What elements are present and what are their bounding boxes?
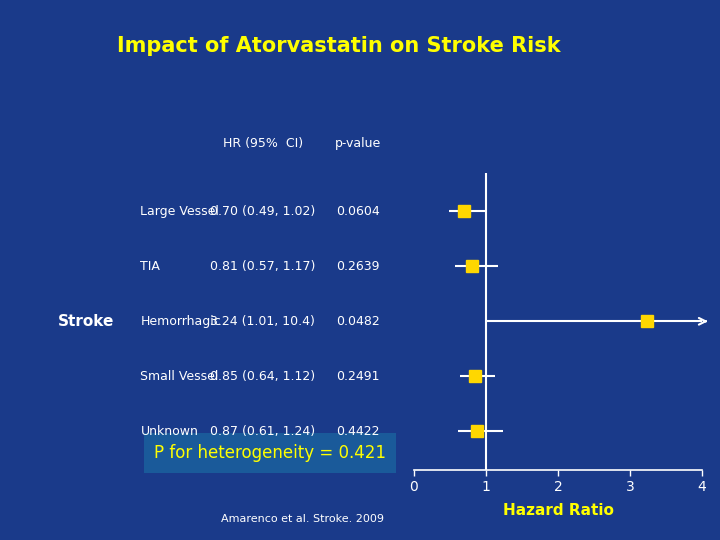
Text: 0.85 (0.64, 1.12): 0.85 (0.64, 1.12) bbox=[210, 370, 315, 383]
Text: 0.2491: 0.2491 bbox=[336, 370, 379, 383]
Text: 0.2639: 0.2639 bbox=[336, 260, 379, 273]
Text: Unknown: Unknown bbox=[140, 425, 198, 438]
Text: Small Vessel: Small Vessel bbox=[140, 370, 219, 383]
Text: P for heterogeneity = 0.421: P for heterogeneity = 0.421 bbox=[154, 444, 386, 462]
Text: p-value: p-value bbox=[335, 137, 381, 150]
Text: Amarenco et al. Stroke. 2009: Amarenco et al. Stroke. 2009 bbox=[221, 515, 384, 524]
Text: 3.24 (1.01, 10.4): 3.24 (1.01, 10.4) bbox=[210, 315, 315, 328]
Text: Impact of Atorvastatin on Stroke Risk: Impact of Atorvastatin on Stroke Risk bbox=[117, 36, 560, 56]
Text: 0.4422: 0.4422 bbox=[336, 425, 379, 438]
Text: Stroke: Stroke bbox=[58, 314, 114, 329]
Text: 0.87 (0.61, 1.24): 0.87 (0.61, 1.24) bbox=[210, 425, 315, 438]
Text: TIA: TIA bbox=[140, 260, 161, 273]
Text: HR (95%  CI): HR (95% CI) bbox=[222, 137, 303, 150]
Text: Large Vessel: Large Vessel bbox=[140, 205, 220, 218]
Text: 0.0604: 0.0604 bbox=[336, 205, 379, 218]
Text: 0.81 (0.57, 1.17): 0.81 (0.57, 1.17) bbox=[210, 260, 315, 273]
Text: 0.70 (0.49, 1.02): 0.70 (0.49, 1.02) bbox=[210, 205, 315, 218]
Text: Hemorrhagic: Hemorrhagic bbox=[140, 315, 221, 328]
Text: 0.0482: 0.0482 bbox=[336, 315, 379, 328]
X-axis label: Hazard Ratio: Hazard Ratio bbox=[503, 503, 613, 517]
